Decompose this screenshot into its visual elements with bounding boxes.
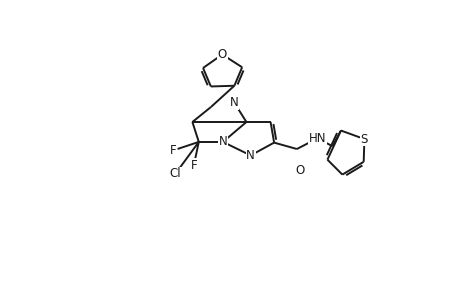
Text: Cl: Cl [169, 167, 181, 180]
Text: O: O [217, 48, 226, 61]
Text: N: N [246, 149, 254, 162]
Text: N: N [218, 135, 227, 148]
Text: O: O [295, 164, 304, 177]
Text: S: S [360, 133, 367, 146]
Text: HN: HN [308, 132, 325, 145]
Text: N: N [230, 96, 238, 109]
Text: F: F [190, 159, 197, 172]
Text: F: F [169, 144, 176, 157]
